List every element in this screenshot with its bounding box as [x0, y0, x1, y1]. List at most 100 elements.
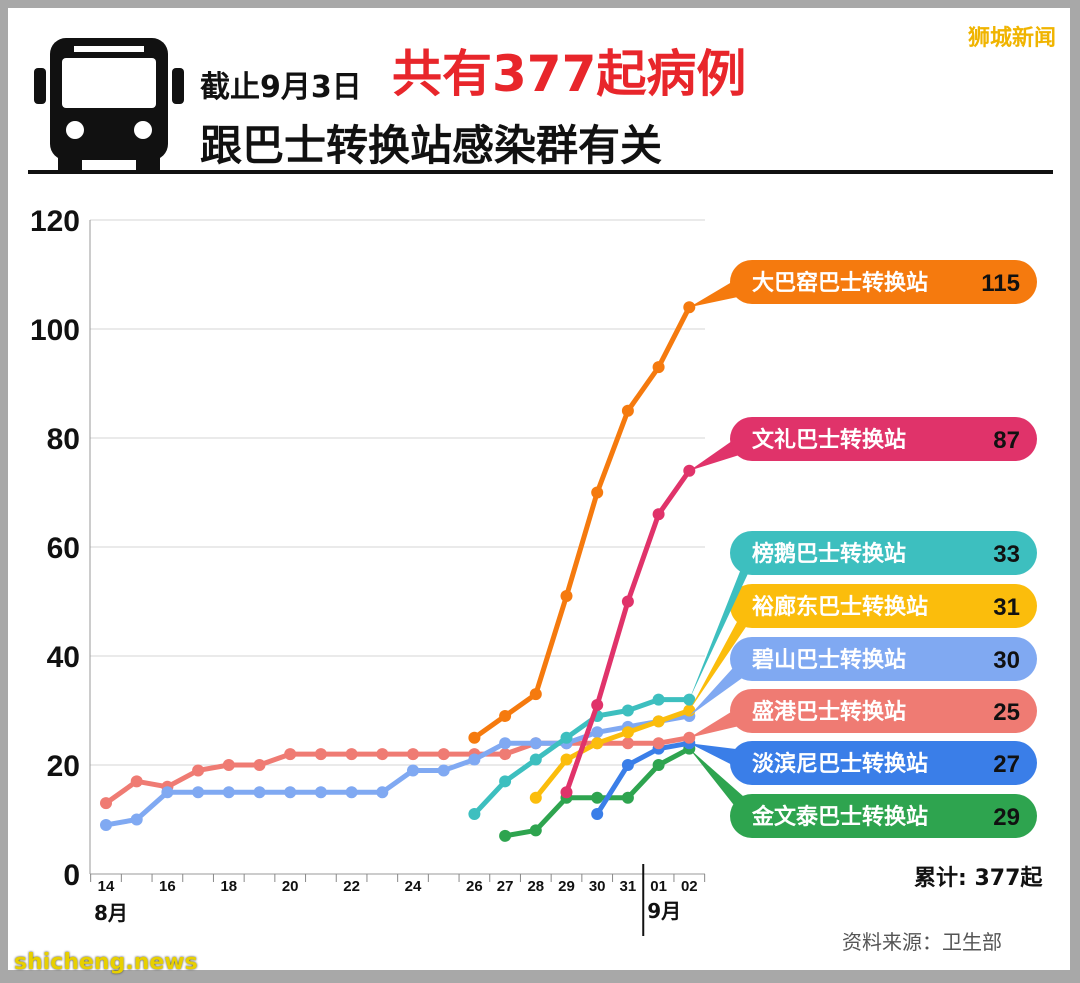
data-point	[652, 715, 665, 728]
x-tick-label: 22	[343, 878, 360, 895]
data-point	[529, 753, 542, 766]
data-point	[591, 808, 604, 821]
pill-label: 榜鹅巴士转换站	[752, 541, 906, 567]
data-point	[437, 764, 450, 777]
data-point	[621, 704, 634, 717]
pill-total: 31	[993, 594, 1020, 621]
total-count: 累计: 377起	[914, 866, 1043, 891]
data-point	[621, 759, 634, 771]
series-line	[595, 740, 690, 816]
pill-background	[730, 260, 1037, 304]
header-divider	[28, 170, 1053, 174]
data-point	[284, 786, 297, 799]
data-point	[621, 595, 634, 608]
series-line	[533, 708, 691, 800]
y-tick-label: 40	[47, 641, 80, 674]
x-tick-label: 20	[282, 878, 299, 895]
data-point	[591, 726, 604, 739]
series-label-pill: 金文泰巴士转换站 29	[689, 748, 1037, 838]
data-point	[652, 693, 665, 706]
pill-background	[730, 531, 1037, 575]
x-tick-label: 30	[589, 878, 606, 895]
pill-label: 碧山巴士转换站	[751, 647, 906, 673]
data-point	[560, 590, 573, 603]
data-point	[652, 508, 665, 521]
data-point	[130, 813, 143, 826]
data-point	[284, 748, 297, 761]
x-tick-label: 27	[497, 878, 514, 895]
data-point	[314, 786, 327, 799]
pill-background	[730, 689, 1037, 733]
data-point	[253, 759, 266, 771]
pill-pointer	[689, 427, 752, 471]
data-point	[314, 748, 327, 761]
y-tick-label: 100	[30, 314, 80, 347]
data-point	[652, 759, 665, 771]
data-point	[253, 786, 266, 799]
pill-label: 文礼巴士转换站	[752, 427, 906, 453]
data-point	[591, 791, 604, 804]
data-point	[591, 699, 604, 712]
pill-label: 淡滨尼巴士转换站	[752, 751, 928, 777]
data-point	[560, 786, 573, 799]
pill-total: 87	[993, 427, 1020, 454]
x-tick-label: 29	[558, 878, 575, 895]
pill-pointer	[689, 594, 752, 711]
data-point	[499, 748, 512, 761]
data-source: 资料来源：卫生部	[842, 930, 1002, 954]
series-label-pill: 榜鹅巴士转换站 33	[689, 531, 1037, 700]
pill-total: 29	[993, 804, 1020, 831]
y-tick-label: 0	[63, 859, 80, 892]
title-date: 截止9月3日	[200, 70, 362, 105]
pill-label: 大巴窑巴士转换站	[752, 270, 928, 296]
pill-pointer	[689, 541, 752, 700]
data-point	[591, 486, 604, 499]
data-point	[560, 731, 573, 744]
pill-pointer	[689, 270, 752, 308]
data-point	[192, 786, 205, 799]
data-point	[499, 829, 512, 842]
data-point	[100, 797, 112, 810]
data-point	[376, 786, 389, 799]
x-tick-label: 28	[527, 878, 544, 895]
site-watermark: shicheng.news	[14, 950, 198, 975]
data-point	[192, 764, 205, 777]
pill-total: 25	[993, 699, 1020, 726]
y-tick-label: 80	[47, 423, 80, 456]
data-point	[652, 737, 665, 750]
data-point	[100, 818, 112, 831]
data-point	[468, 808, 481, 821]
data-point	[222, 759, 235, 771]
x-tick-label: 24	[405, 878, 422, 895]
data-point	[621, 404, 634, 417]
series-label-pill: 盛港巴士转换站 25	[689, 689, 1037, 738]
pill-background	[730, 417, 1037, 461]
bus-icon	[34, 38, 184, 170]
series-1	[560, 464, 696, 799]
data-point	[468, 753, 481, 766]
data-point	[161, 786, 174, 799]
x-tick-label: 01	[650, 878, 667, 895]
data-point	[499, 709, 512, 722]
data-point	[529, 737, 542, 750]
series-3	[529, 704, 696, 804]
data-point	[529, 688, 542, 701]
pill-label: 金文泰巴士转换站	[751, 804, 928, 830]
data-point	[621, 726, 634, 739]
series-4	[100, 709, 696, 831]
brand-logo: 狮城新闻	[967, 26, 1056, 51]
data-point	[621, 737, 634, 750]
x-tick-label: 31	[620, 878, 637, 895]
series-0	[468, 301, 696, 744]
pill-total: 30	[993, 647, 1020, 674]
series-line	[472, 306, 692, 740]
data-point	[130, 775, 143, 788]
pill-background	[730, 794, 1037, 838]
month-label-august: 8月	[94, 901, 128, 925]
x-tick-label: 18	[220, 878, 237, 895]
title-highlight: 共有377起病例	[392, 45, 747, 103]
x-tick-label: 26	[466, 878, 483, 895]
pill-total: 33	[993, 541, 1020, 568]
series-2	[468, 693, 696, 821]
series-label-pill: 碧山巴士转换站 30	[689, 637, 1037, 716]
